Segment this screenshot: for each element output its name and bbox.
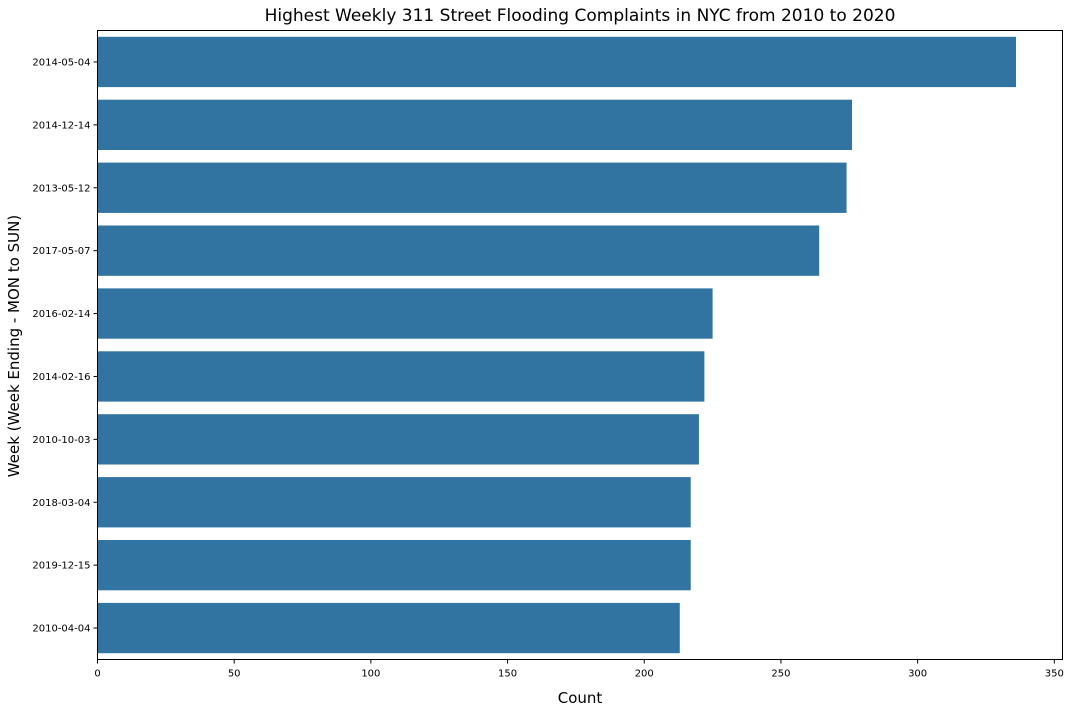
bar-2014-02-16 — [97, 351, 705, 402]
x-tick-label: 50 — [228, 669, 241, 680]
y-axis-label: Week (Week Ending - MON to SUN) — [5, 215, 23, 477]
x-tick-label: 250 — [771, 669, 790, 680]
bar-2014-12-14 — [97, 99, 853, 151]
y-tick-label: 2014-02-16 — [32, 372, 90, 383]
y-tick-label: 2010-10-03 — [32, 435, 90, 446]
y-tick-label: 2017-05-07 — [32, 246, 90, 257]
plot-frame — [97, 30, 1063, 660]
x-axis-ticks: 0 50 100 150 200 250 300 350 — [94, 659, 1064, 680]
x-tick-label: 100 — [361, 669, 380, 680]
bar-2010-04-04 — [97, 602, 680, 654]
bar-2017-05-07 — [97, 225, 820, 276]
chart-title: Highest Weekly 311 Street Flooding Compl… — [265, 6, 896, 26]
bar-2016-02-14 — [97, 288, 713, 339]
bar-2019-12-15 — [97, 539, 691, 591]
bar-2010-10-03 — [97, 414, 699, 465]
x-tick-label: 0 — [94, 669, 100, 680]
x-tick-label: 200 — [635, 669, 654, 680]
x-tick-label: 150 — [498, 669, 517, 680]
x-tick-label: 350 — [1045, 669, 1064, 680]
y-tick-label: 2014-05-04 — [32, 57, 90, 68]
bar-2014-05-04 — [97, 36, 1017, 88]
x-tick-label: 300 — [908, 669, 927, 680]
y-tick-label: 2018-03-04 — [32, 498, 90, 509]
bars-group — [97, 36, 1017, 654]
y-tick-label: 2014-12-14 — [32, 120, 90, 131]
x-axis-label: Count — [558, 689, 603, 707]
bar-2013-05-12 — [97, 162, 847, 213]
y-tick-label: 2010-04-04 — [32, 624, 90, 635]
bar-2018-03-04 — [97, 477, 691, 528]
y-axis-ticks: 2014-05-04 2014-12-14 2013-05-12 2017-05-07… — [32, 57, 98, 635]
y-tick-label: 2013-05-12 — [32, 183, 90, 194]
y-tick-label: 2019-12-15 — [32, 561, 90, 572]
y-tick-label: 2016-02-14 — [32, 309, 90, 320]
